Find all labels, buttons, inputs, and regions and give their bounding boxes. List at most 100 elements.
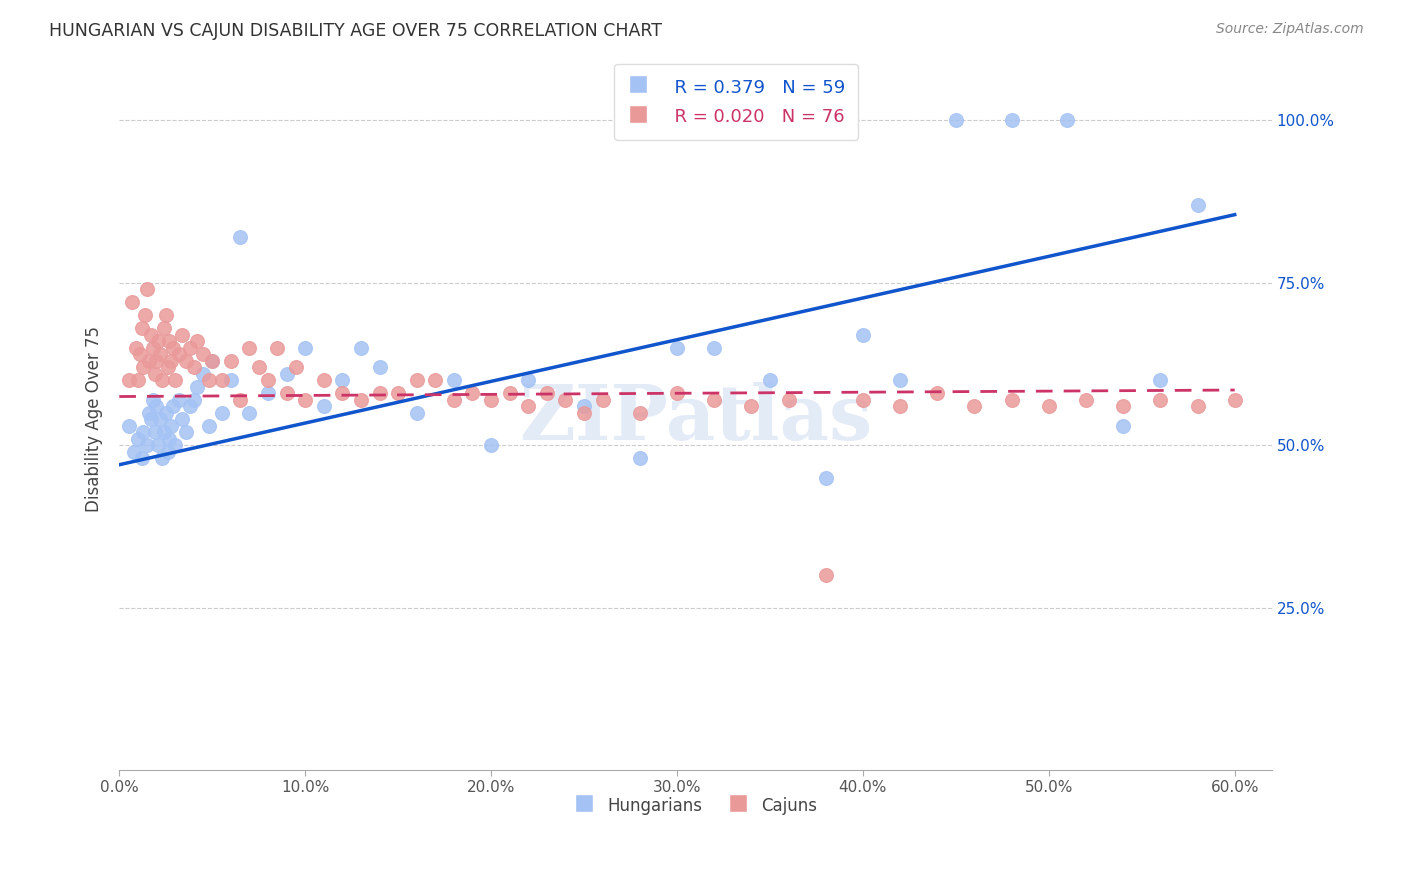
Point [138, 353, 160, 368]
Point [238, 406, 260, 420]
Point [142, 341, 165, 355]
Point [443, 392, 465, 407]
Point [276, 386, 298, 401]
Point [172, 327, 194, 342]
Point [1149, 373, 1171, 387]
Point [778, 392, 800, 407]
Point [197, 418, 219, 433]
Point [132, 360, 155, 375]
Point [740, 399, 762, 413]
Point [183, 360, 205, 375]
Point [155, 406, 177, 420]
Point [443, 373, 465, 387]
Point [117, 418, 139, 433]
Point [127, 432, 149, 446]
Point [145, 353, 167, 368]
Point [554, 392, 576, 407]
Point [479, 438, 502, 452]
Point [963, 399, 986, 413]
Point [156, 444, 179, 458]
Point [136, 282, 159, 296]
Point [368, 360, 391, 375]
Point [186, 334, 208, 349]
Point [1187, 198, 1209, 212]
Point [350, 392, 373, 407]
Point [136, 438, 159, 452]
Point [159, 334, 181, 349]
Point [148, 438, 170, 452]
Point [131, 451, 153, 466]
Point [139, 327, 162, 342]
Point [156, 360, 179, 375]
Point [167, 392, 190, 407]
Point [191, 367, 214, 381]
Point [179, 399, 201, 413]
Text: Source: ZipAtlas.com: Source: ZipAtlas.com [1216, 22, 1364, 37]
Text: HUNGARIAN VS CAJUN DISABILITY AGE OVER 75 CORRELATION CHART: HUNGARIAN VS CAJUN DISABILITY AGE OVER 7… [49, 22, 662, 40]
Point [149, 347, 172, 361]
Point [174, 425, 197, 440]
Point [284, 360, 307, 375]
Point [179, 341, 201, 355]
Point [162, 341, 184, 355]
Point [1074, 392, 1097, 407]
Point [219, 373, 242, 387]
Point [139, 412, 162, 426]
Point [163, 373, 186, 387]
Point [517, 373, 540, 387]
Point [628, 451, 651, 466]
Point [257, 386, 280, 401]
Point [592, 392, 614, 407]
Text: ZIPatlas: ZIPatlas [519, 383, 872, 457]
Point [814, 471, 837, 485]
Point [229, 230, 252, 244]
Point [814, 568, 837, 582]
Point [517, 399, 540, 413]
Point [266, 341, 288, 355]
Point [191, 347, 214, 361]
Point [945, 113, 967, 128]
Point [174, 353, 197, 368]
Point [387, 386, 409, 401]
Point [1187, 399, 1209, 413]
Point [703, 392, 725, 407]
Point [149, 412, 172, 426]
Point [155, 309, 177, 323]
Point [159, 432, 181, 446]
Point [131, 321, 153, 335]
Point [1056, 113, 1078, 128]
Point [229, 392, 252, 407]
Point [163, 438, 186, 452]
Point [134, 309, 156, 323]
Point [153, 321, 176, 335]
Point [350, 341, 373, 355]
Point [1001, 113, 1024, 128]
Point [148, 334, 170, 349]
Point [666, 341, 689, 355]
Point [332, 386, 354, 401]
Point [536, 386, 558, 401]
Point [145, 399, 167, 413]
Point [211, 373, 233, 387]
Y-axis label: Disability Age Over 75: Disability Age Over 75 [86, 326, 103, 512]
Point [368, 386, 391, 401]
Point [211, 406, 233, 420]
Point [247, 360, 270, 375]
Point [572, 406, 595, 420]
Point [479, 392, 502, 407]
Point [425, 373, 447, 387]
Point [889, 373, 911, 387]
Point [125, 341, 148, 355]
Point [759, 373, 782, 387]
Point [666, 386, 689, 401]
Point [294, 392, 316, 407]
Point [852, 327, 875, 342]
Point [312, 399, 335, 413]
Point [143, 425, 166, 440]
Point [153, 425, 176, 440]
Point [186, 380, 208, 394]
Point [150, 373, 173, 387]
Point [160, 418, 183, 433]
Point [132, 425, 155, 440]
Point [257, 373, 280, 387]
